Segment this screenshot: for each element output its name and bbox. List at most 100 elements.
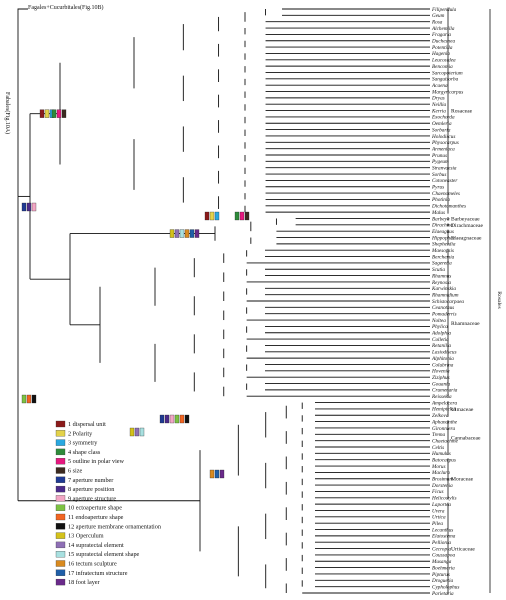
legend-label: 14 supratectal element	[68, 542, 124, 549]
legend-swatch	[55, 513, 66, 521]
taxon-label: Sarcopoterium	[432, 70, 463, 76]
character-mark	[39, 109, 45, 118]
taxon-label: Berchemia	[432, 254, 455, 260]
taxon-label: Duchesnea	[431, 39, 455, 45]
taxon-label: Aphananthe	[431, 419, 458, 425]
legend-label: 18 foot layer	[68, 579, 100, 586]
taxon-label: Gironniera	[432, 426, 456, 432]
taxon-label: Fragaria	[431, 32, 451, 38]
taxon-label: Rhamnidium	[431, 292, 459, 298]
legend-label: 10 ectoaperture shape	[68, 505, 122, 512]
family-label: Rhamnaceae	[451, 321, 480, 327]
taxon-label: Boehmeria	[432, 565, 455, 571]
legend-label: 5 outline in polar view	[68, 458, 125, 465]
taxon-label: Colubrina	[432, 362, 454, 368]
legend-swatch	[55, 532, 66, 539]
character-mark	[214, 469, 220, 479]
taxon-label: Malus	[431, 210, 445, 216]
character-mark	[159, 414, 165, 424]
taxon-label: Alphitonia	[431, 356, 454, 362]
character-mark	[21, 202, 27, 212]
taxon-label: Dichotomanthes	[431, 204, 466, 210]
taxon-label: Humulus	[431, 451, 451, 457]
character-mark	[51, 109, 57, 118]
taxon-label: Margyricarpus	[431, 89, 463, 95]
character-mark	[194, 229, 200, 238]
character-mark	[184, 229, 190, 238]
legend-swatch	[55, 430, 66, 437]
taxon-label: Pipturus	[431, 572, 450, 578]
taxon-label: Gouania	[432, 381, 451, 387]
taxon-label: Photinia	[431, 197, 450, 203]
taxon-label: Urtica	[432, 515, 446, 521]
family-label: Moraceae	[451, 477, 474, 483]
taxon-label: Reynosia	[431, 280, 451, 286]
taxon-label: Prunus	[431, 153, 447, 159]
legend-label: 3 symmetry	[68, 440, 98, 447]
order-label-rosales: Rosales	[496, 291, 502, 308]
taxon-label: Batocarpus	[432, 457, 456, 463]
character-mark	[26, 202, 32, 212]
character-mark	[204, 211, 210, 221]
character-mark	[129, 427, 135, 437]
fagales-label: Fagales+Cucurbitales(Fig.10B)	[28, 4, 104, 11]
taxon-label: Coussapoa	[432, 553, 455, 559]
taxon-label: Oemleria	[432, 121, 452, 127]
taxon-label: Dirachma	[431, 223, 453, 229]
taxon-label: Ceanothus	[432, 305, 454, 311]
legend-swatch	[55, 541, 66, 549]
legend-label: 1 dispersal unit	[68, 421, 106, 428]
taxon-label: Adolphia	[431, 331, 451, 337]
taxon-label: Pellionia	[431, 540, 451, 546]
legend-swatch	[55, 569, 66, 576]
taxon-label: Sorbus	[432, 172, 446, 178]
character-mark	[44, 109, 50, 118]
taxon-label: Lasiodiscus	[431, 350, 457, 356]
taxon-label: Physocarpus	[431, 140, 459, 146]
taxon-label: Musanga	[431, 559, 452, 565]
character-mark	[56, 109, 62, 118]
taxon-label: Droguetia	[431, 578, 454, 584]
character-mark	[179, 229, 185, 238]
taxon-label: Maclura	[431, 470, 450, 476]
legend-label: 13 Operculum	[68, 533, 104, 540]
legend-swatch	[55, 420, 66, 428]
character-mark	[31, 202, 37, 212]
taxon-label: Phylica	[431, 324, 448, 330]
legend-label: 2 Polarity	[68, 430, 93, 437]
family-label: Rosaceae	[451, 109, 473, 115]
fabales-label: Fabales(Fig.10A)	[4, 92, 11, 134]
character-mark	[174, 414, 180, 424]
taxon-label: Celtis	[432, 445, 444, 451]
legend-swatch	[55, 523, 66, 530]
character-mark	[134, 427, 140, 437]
legend-swatch	[55, 458, 66, 465]
family-label: Urticaceae	[451, 547, 475, 553]
character-mark	[164, 414, 170, 424]
taxon-label: Dryas	[431, 96, 445, 102]
taxon-label: Karwinskia	[431, 286, 456, 292]
taxon-label: Geum	[432, 13, 445, 19]
taxon-label: Holodiscus	[431, 134, 455, 140]
taxon-label: Ficus	[431, 489, 444, 495]
taxon-label: Barbeya	[432, 216, 450, 222]
taxon-label: Pyrus	[431, 185, 444, 191]
taxon-label: Pygeum	[431, 159, 449, 165]
legend-label: 6 size	[68, 468, 83, 475]
family-label: Dirachmaceae	[451, 223, 484, 229]
taxon-label: Cecropia	[432, 546, 452, 552]
taxon-label: Leucosidea	[431, 58, 456, 64]
legend: 1 dispersal unit 2 Polarity 3 symmetry 4 sh…	[55, 420, 161, 586]
taxon-label: Rosa	[431, 19, 443, 25]
branch	[17, 8, 28, 197]
legend-swatch	[55, 448, 66, 456]
taxon-label: Alchemilla	[431, 26, 455, 32]
taxon-label: Morus	[431, 464, 446, 470]
family-label: Barbeyaceae	[451, 216, 480, 222]
taxon-label: Exochorda	[431, 115, 455, 121]
taxon-label: Pomaderris	[431, 311, 457, 317]
taxon-label: Armeniaca	[431, 146, 455, 152]
taxon-label: Ziziphus	[432, 375, 450, 381]
legend-swatch	[55, 560, 66, 567]
